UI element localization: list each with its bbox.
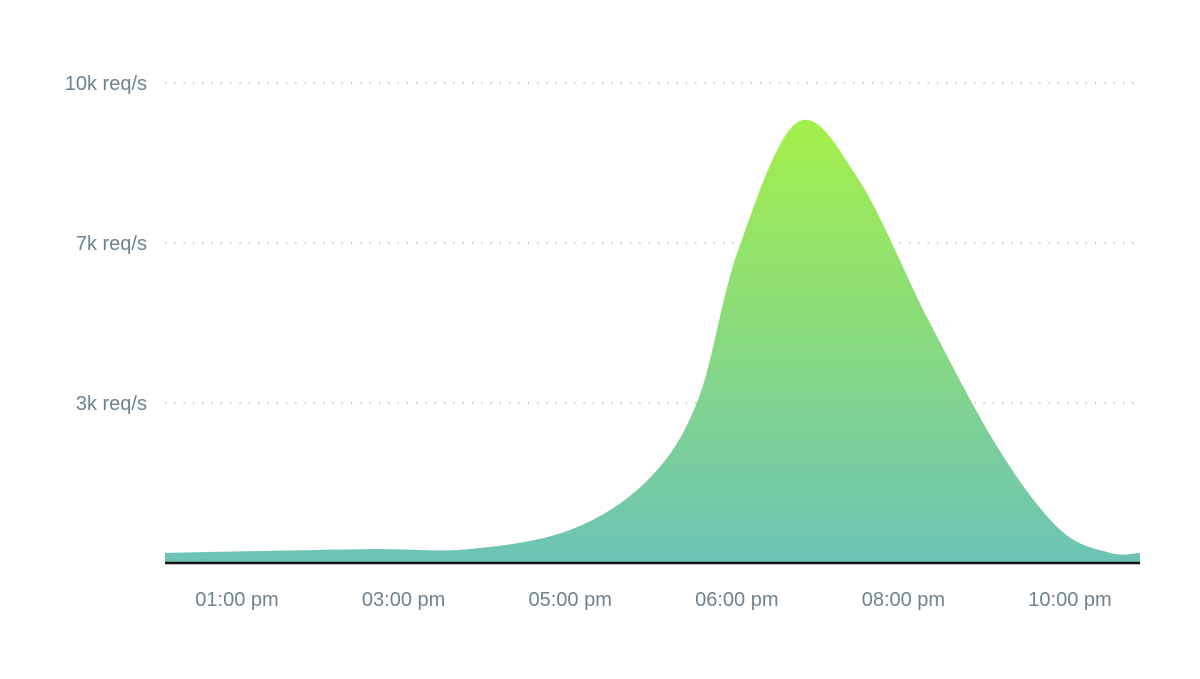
x-tick-label: 08:00 pm	[862, 589, 945, 611]
x-tick-label: 10:00 pm	[1028, 589, 1111, 611]
x-tick-label: 01:00 pm	[195, 589, 278, 611]
y-tick-label: 10k req/s	[65, 73, 147, 95]
y-tick-label: 7k req/s	[76, 233, 147, 255]
x-tick-label: 03:00 pm	[362, 589, 445, 611]
x-tick-label: 06:00 pm	[695, 589, 778, 611]
x-tick-label: 05:00 pm	[529, 589, 612, 611]
area-series	[165, 119, 1140, 563]
y-tick-label: 3k req/s	[76, 393, 147, 415]
y-axis-labels: 3k req/s 7k req/s 10k req/s	[65, 73, 147, 415]
x-axis-labels: 01:00 pm 03:00 pm 05:00 pm 06:00 pm 08:00 pm…	[195, 589, 1111, 611]
grid-lines	[165, 82, 1140, 404]
